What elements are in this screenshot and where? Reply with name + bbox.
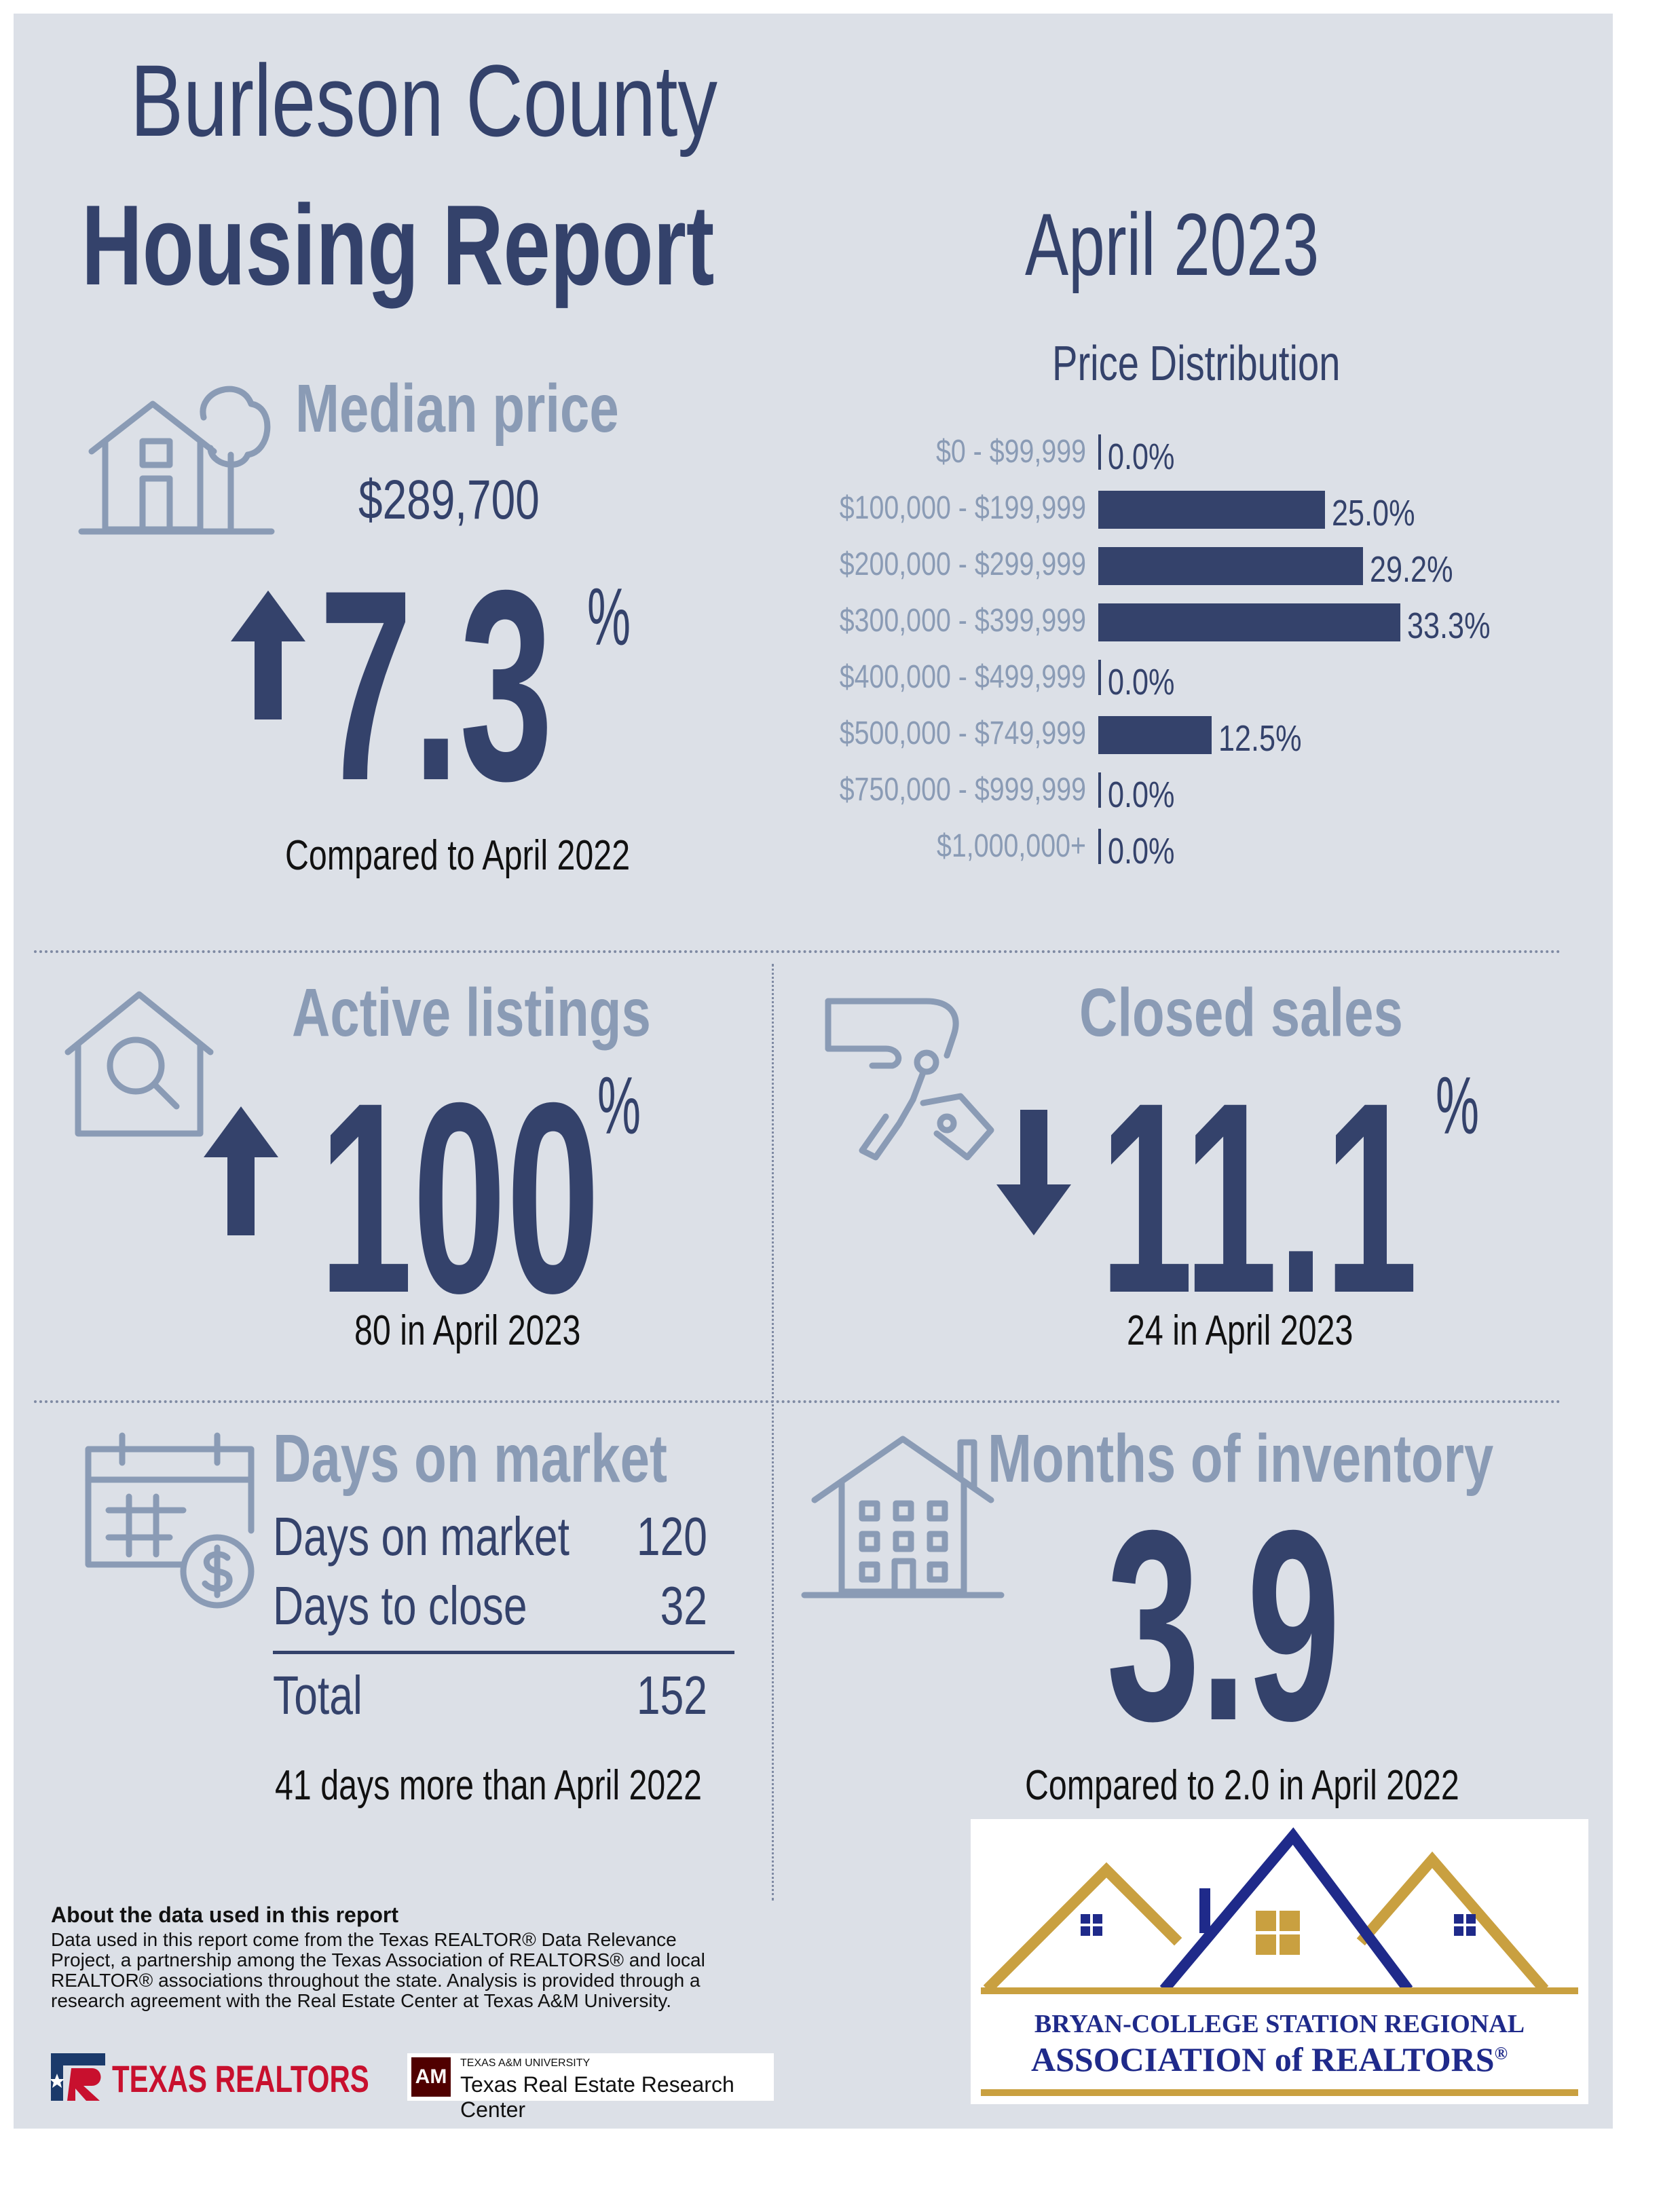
title-line2: Housing Report: [81, 181, 715, 309]
dist-value-label: 0.0%: [1108, 436, 1175, 477]
months-inventory-value: 3.9: [1106, 1474, 1341, 1777]
association-line2-text: ASSOCIATION of REALTORS: [1030, 2040, 1495, 2078]
active-listings-caption: 80 in April 2023: [354, 1307, 581, 1354]
dist-category-label: $500,000 - $749,999: [839, 715, 1086, 751]
texas-realtors-wordmark: TEXAS REALTORS: [112, 2057, 369, 2100]
months-inventory-caption: Compared to 2.0 in April 2022: [1025, 1762, 1459, 1809]
median-price-comparison: Compared to April 2022: [285, 832, 631, 879]
active-listings-change: 100: [319, 1046, 600, 1349]
association-underline: [981, 2089, 1578, 2096]
dist-value-label: 33.3%: [1407, 605, 1491, 646]
building-icon: [801, 1436, 1005, 1598]
about-text: Data used in this report come from the T…: [51, 1929, 705, 2011]
dist-bar: [1098, 772, 1101, 808]
divider-horizontal-1: [34, 950, 1561, 953]
house-search-icon: [64, 991, 214, 1137]
closed-sales-caption: 24 in April 2023: [1127, 1307, 1354, 1354]
dist-bar: [1098, 829, 1101, 864]
dist-bar: [1098, 603, 1400, 641]
median-price-heading: Median price: [295, 371, 619, 447]
association-line2: ASSOCIATION of REALTORS®: [971, 2040, 1568, 2079]
median-price-unit: %: [587, 572, 631, 662]
association-logo: BRYAN-COLLEGE STATION REGIONAL ASSOCIATI…: [971, 1819, 1588, 2104]
dist-value-label: 0.0%: [1108, 774, 1175, 815]
tamu-center-label: Texas Real Estate Research Center: [460, 2072, 734, 2122]
house-tree-icon: [78, 386, 275, 535]
dist-category-label: $0 - $99,999: [935, 434, 1086, 470]
dist-category-label: $300,000 - $399,999: [839, 603, 1086, 639]
dist-category-label: $400,000 - $499,999: [839, 659, 1086, 695]
arrow-up-icon: [231, 591, 305, 719]
dist-value-label: 0.0%: [1108, 662, 1175, 703]
total-rule: [273, 1651, 734, 1654]
total-value: 152: [636, 1665, 707, 1725]
total-label: Total: [273, 1665, 362, 1725]
association-roofs-icon: [981, 1827, 1578, 1994]
report-period: April 2023: [1025, 195, 1320, 294]
dom-row-label: Days on market: [273, 1506, 570, 1567]
dist-value-label: 12.5%: [1218, 718, 1302, 759]
dist-bar: [1098, 716, 1212, 754]
dist-value-label: 25.0%: [1332, 493, 1415, 534]
dist-category-label: $100,000 - $199,999: [839, 490, 1086, 526]
arrow-up-icon: [204, 1106, 278, 1235]
hand-keys-icon: [825, 998, 994, 1161]
dtc-row-value: 32: [660, 1575, 707, 1636]
price-distribution-heading: Price Distribution: [1052, 337, 1341, 391]
about-heading: About the data used in this report: [51, 1903, 399, 1927]
median-price-value: $289,700: [358, 469, 540, 531]
dist-bar: [1098, 547, 1363, 585]
active-listings-unit: %: [597, 1060, 641, 1151]
association-line1: BRYAN-COLLEGE STATION REGIONAL: [1034, 2010, 1525, 2038]
dist-bar: [1098, 434, 1101, 470]
dom-row-value: 120: [636, 1506, 707, 1567]
registered-mark: ®: [1494, 2043, 1508, 2063]
closed-sales-heading: Closed sales: [1079, 975, 1403, 1051]
active-listings-heading: Active listings: [292, 975, 651, 1051]
title-line1: Burleson County: [130, 43, 717, 157]
dist-value-label: 0.0%: [1108, 831, 1175, 872]
closed-sales-unit: %: [1436, 1060, 1480, 1151]
dist-value-label: 29.2%: [1370, 549, 1453, 590]
dist-bar: [1098, 660, 1101, 695]
dtc-row-label: Days to close: [273, 1575, 527, 1636]
calendar-dollar-icon: [85, 1432, 255, 1609]
days-on-market-heading: Days on market: [273, 1421, 667, 1497]
report-panel: [14, 14, 1613, 2129]
divider-vertical: [772, 964, 774, 1901]
tamu-mark-icon: AM: [411, 2057, 451, 2097]
months-inventory-heading: Months of inventory: [988, 1421, 1494, 1497]
arrow-down-icon: [996, 1110, 1071, 1235]
tamu-university-label: TEXAS A&M UNIVERSITY: [460, 2057, 591, 2069]
median-price-change: 7.3: [319, 534, 553, 837]
divider-horizontal-2: [34, 1400, 1561, 1403]
closed-sales-change: 11.1: [1100, 1046, 1419, 1349]
texas-realtors-logo-icon: [51, 2053, 105, 2101]
dist-bar: [1098, 491, 1325, 529]
days-on-market-caption: 41 days more than April 2022: [275, 1762, 703, 1809]
dist-category-label: $1,000,000+: [937, 828, 1086, 864]
tamu-logo: AM TEXAS A&M UNIVERSITY Texas Real Estat…: [407, 2053, 774, 2122]
dist-category-label: $750,000 - $999,999: [839, 772, 1086, 808]
dist-category-label: $200,000 - $299,999: [839, 546, 1086, 582]
